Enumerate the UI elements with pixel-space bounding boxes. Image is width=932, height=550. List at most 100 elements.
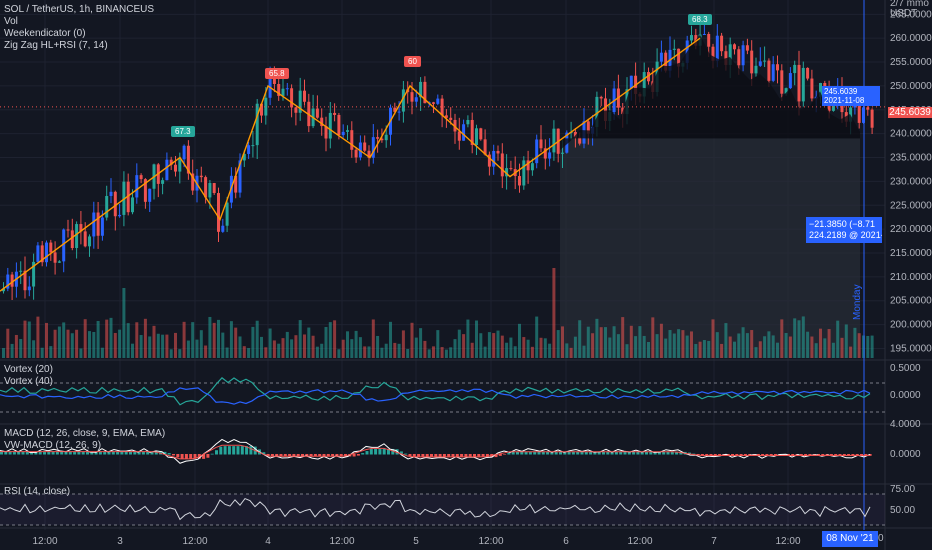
volume-bar xyxy=(849,346,853,358)
candle xyxy=(88,236,91,247)
current-price-tag: 245.6039 xyxy=(888,107,932,118)
volume-bar xyxy=(290,339,294,358)
time-axis-label: 12:00 xyxy=(775,536,800,547)
candle xyxy=(423,81,427,104)
volume-bar xyxy=(36,316,40,358)
macd-histogram-bar xyxy=(473,454,476,458)
time-axis-label: 6 xyxy=(563,536,569,547)
symbol-title[interactable]: SOL / TetherUS, 1h, BINANCEUS xyxy=(4,4,155,15)
price-axis-label: 255.0000 xyxy=(890,57,932,68)
macd-histogram-bar xyxy=(554,451,558,455)
volume-bar xyxy=(866,335,870,358)
candle xyxy=(217,193,220,232)
candle xyxy=(186,145,190,174)
candle xyxy=(45,242,48,263)
price-axis-label: 220.0000 xyxy=(890,224,932,235)
volume-bar xyxy=(109,317,113,358)
legend-vortex40[interactable]: Vortex (40) xyxy=(4,376,53,387)
candle xyxy=(664,52,668,71)
macd-histogram-bar xyxy=(172,454,175,456)
candle xyxy=(505,168,509,177)
legend-vol[interactable]: Vol xyxy=(4,16,18,27)
candle xyxy=(169,159,173,165)
legend-vwmacd-label[interactable]: VW-MACD (12, 26, 9) xyxy=(4,440,102,451)
volume-bar xyxy=(57,326,61,358)
macd-histogram-bar xyxy=(193,454,197,459)
volume-bar xyxy=(113,332,117,358)
volume-bar xyxy=(836,320,840,358)
macd-histogram-bar xyxy=(81,451,85,455)
macd-histogram-bar xyxy=(864,454,868,456)
macd-histogram-bar xyxy=(868,454,872,456)
volume-bar xyxy=(754,347,758,358)
macd-histogram-bar xyxy=(597,451,601,455)
volume-bar xyxy=(324,326,328,358)
volume-bar xyxy=(221,332,225,358)
macd-histogram-bar xyxy=(494,454,498,458)
macd-histogram-bar xyxy=(412,454,416,458)
macd-histogram-bar xyxy=(516,451,519,455)
macd-histogram-bar xyxy=(808,454,812,456)
volume-bar xyxy=(83,319,87,358)
candle xyxy=(268,74,272,98)
candle xyxy=(281,88,285,96)
candle xyxy=(79,224,83,232)
candle xyxy=(105,196,109,218)
volume-bar xyxy=(303,334,306,358)
volume-bar xyxy=(2,348,5,358)
volume-bar xyxy=(298,320,302,358)
candle xyxy=(161,180,165,184)
legend-vortex20[interactable]: Vortex (20) xyxy=(4,364,53,375)
candle xyxy=(57,261,61,263)
candle xyxy=(393,107,397,112)
candle xyxy=(552,128,556,153)
macd-histogram-bar xyxy=(240,446,244,455)
candle xyxy=(419,81,423,98)
macd-histogram-bar xyxy=(141,451,145,455)
macd-histogram-bar xyxy=(38,451,42,455)
macd-histogram-bar xyxy=(270,454,274,457)
candle xyxy=(758,61,762,66)
macd-histogram-bar xyxy=(374,448,378,455)
volume-bar xyxy=(513,346,517,358)
candle xyxy=(539,139,543,149)
volume-bar xyxy=(126,323,130,358)
candle xyxy=(595,96,599,127)
candle xyxy=(113,191,117,217)
macd-histogram-bar xyxy=(761,454,765,456)
macd-histogram-bar xyxy=(657,451,661,455)
volume-bar xyxy=(195,339,199,358)
volume-bar xyxy=(776,342,779,358)
macd-histogram-bar xyxy=(584,451,588,455)
volume-bar xyxy=(272,340,276,358)
volume-bar xyxy=(655,334,659,358)
volume-bar xyxy=(315,346,319,358)
macd-histogram-bar xyxy=(735,454,739,456)
measure-tooltip[interactable]: −21.3850 (−8.71 224.2189 @ 2021-11 xyxy=(806,217,882,243)
candle xyxy=(780,70,784,94)
candle xyxy=(277,83,281,96)
macd-histogram-bar xyxy=(17,451,21,455)
macd-histogram-bar xyxy=(619,451,623,455)
candle xyxy=(659,52,663,62)
candle xyxy=(397,111,401,113)
candle xyxy=(690,35,693,41)
volume-bar xyxy=(27,321,31,358)
macd-histogram-bar xyxy=(498,454,502,456)
legend-zigzag[interactable]: Zig Zag HL+RSI (7, 14) xyxy=(4,40,108,51)
candle xyxy=(272,74,276,84)
macd-histogram-bar xyxy=(391,448,395,455)
candle xyxy=(371,137,375,158)
macd-histogram-bar xyxy=(468,454,472,458)
legend-macd-label[interactable]: MACD (12, 26, close, 9, EMA, EMA) xyxy=(4,428,166,439)
macd-histogram-bar xyxy=(111,451,115,455)
legend-rsi-label[interactable]: RSI (14, close) xyxy=(4,486,71,497)
candle xyxy=(522,160,526,186)
volume-bar xyxy=(561,326,564,358)
price-axis-label: 250.0000 xyxy=(890,81,932,92)
legend-weekendicator[interactable]: Weekendicator (0) xyxy=(4,28,86,39)
candle xyxy=(238,160,242,193)
macd-histogram-bar xyxy=(223,446,227,455)
volume-bar xyxy=(819,328,822,358)
